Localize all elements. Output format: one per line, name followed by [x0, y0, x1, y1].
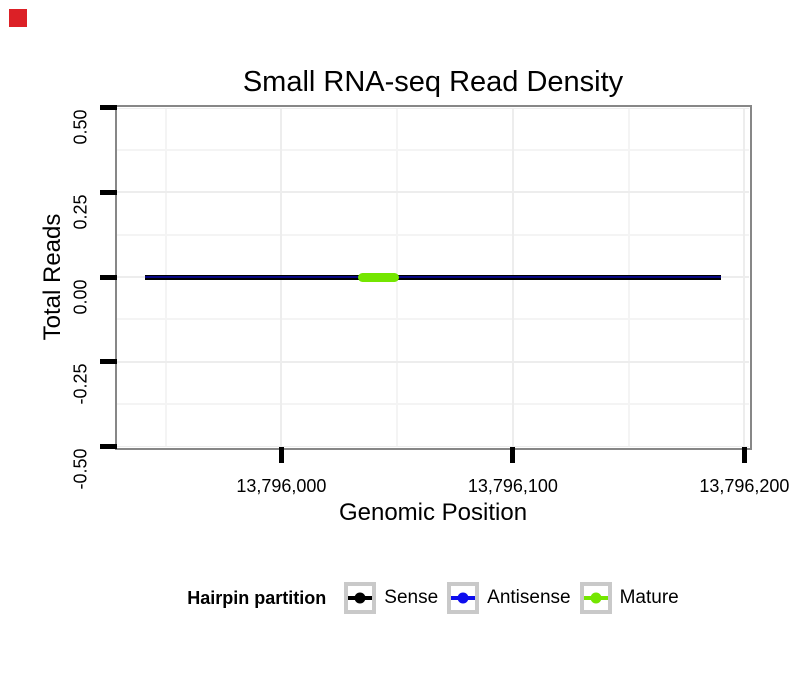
x-tick-label: 13,796,100 [467, 476, 558, 496]
gridline-major-y [117, 276, 749, 278]
y-tick-label: 0.50 [70, 109, 91, 145]
x-tick-label: 13,796,000 [236, 476, 327, 496]
gridline-layer [117, 107, 749, 447]
legend-label-antisense: Antisense [487, 587, 571, 608]
click-location-marker [9, 9, 27, 27]
legend: Hairpin partition Sense Antisense Mature [56, 581, 810, 615]
y-tick-label: 0.25 [70, 194, 91, 230]
legend-title: Hairpin partition [187, 587, 327, 608]
gridline-minor-y [117, 403, 749, 406]
gridline-major-y [117, 191, 749, 194]
legend-item-sense: Sense [344, 582, 438, 614]
legend-key-dot-antisense [457, 592, 469, 604]
y-axis-title: Total Reads [39, 213, 66, 341]
legend-key-mature [579, 582, 612, 614]
gridline-minor-y [117, 318, 749, 321]
gridline-minor-y [117, 148, 749, 151]
y-tick-label: -0.25 [70, 363, 91, 405]
legend-label-sense: Sense [384, 587, 439, 608]
y-tick-label: 0.00 [70, 278, 91, 315]
gridline-minor-y [117, 233, 749, 236]
legend-item-mature: Mature [579, 582, 679, 614]
legend-label-mature: Mature [619, 587, 679, 608]
gridline-major-y [117, 107, 749, 109]
legend-key-antisense [447, 582, 480, 614]
legend-key-dot-mature [590, 592, 602, 604]
legend-item-antisense: Antisense [447, 582, 571, 614]
legend-key-sense [344, 582, 377, 614]
legend-key-dot-sense [354, 592, 366, 604]
x-axis-title: Genomic Position [338, 499, 528, 526]
y-tick-label: -0.50 [70, 448, 91, 490]
x-tick-label: 13,796,200 [699, 476, 790, 496]
plot-title: Small RNA-seq Read Density [242, 66, 624, 98]
gridline-major-y [117, 445, 749, 447]
gridline-major-y [117, 360, 749, 363]
